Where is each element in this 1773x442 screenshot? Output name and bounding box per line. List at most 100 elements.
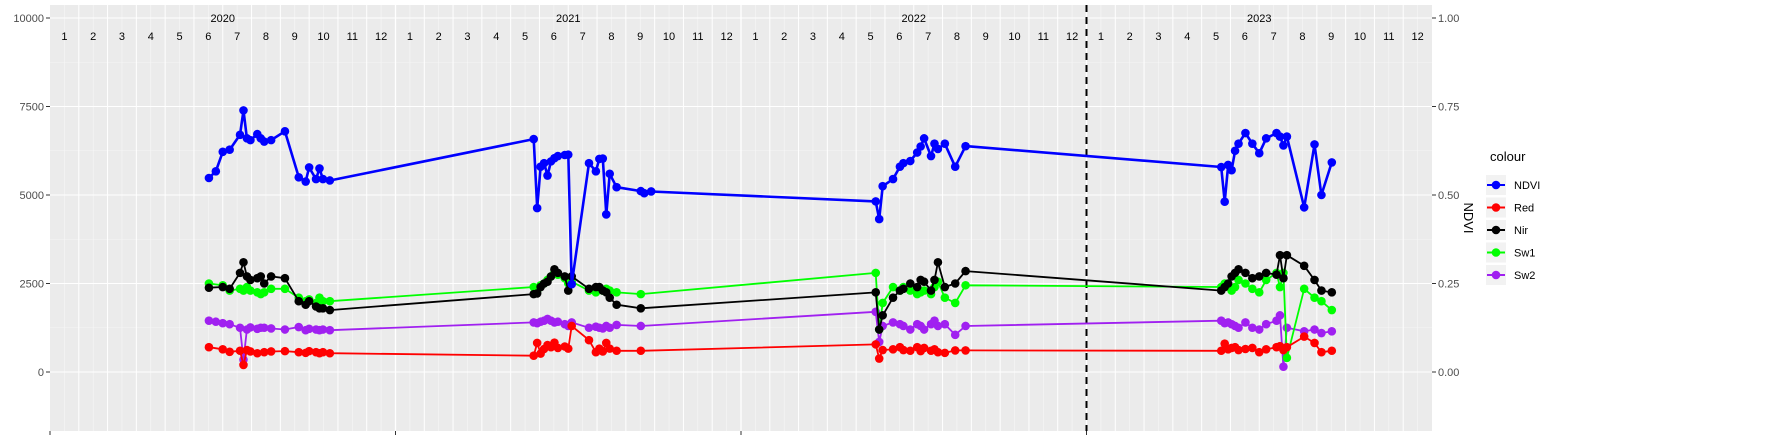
point-ndvi bbox=[529, 134, 538, 144]
point-sw2 bbox=[1310, 325, 1319, 334]
point-ndvi bbox=[926, 151, 936, 161]
point-ndvi bbox=[1279, 141, 1288, 150]
point-ndvi bbox=[553, 151, 563, 161]
point-ndvi bbox=[532, 203, 542, 213]
point-sw1 bbox=[1261, 275, 1271, 285]
y-left-tick-label: 2500 bbox=[20, 279, 44, 291]
point-nir bbox=[1299, 261, 1309, 271]
point-ndvi bbox=[905, 156, 915, 166]
point-ndvi bbox=[543, 171, 552, 180]
month-label: 5 bbox=[868, 31, 874, 43]
point-nir bbox=[1317, 286, 1326, 295]
point-nir bbox=[560, 272, 570, 281]
year-label: 2023 bbox=[1247, 13, 1271, 25]
point-nir bbox=[1279, 273, 1288, 283]
point-red bbox=[225, 347, 234, 357]
point-ndvi bbox=[933, 144, 943, 154]
point-ndvi bbox=[315, 164, 324, 173]
point-nir bbox=[930, 275, 939, 285]
point-nir bbox=[1327, 288, 1337, 297]
y-right-tick-label: 0.25 bbox=[1438, 279, 1459, 291]
point-ndvi bbox=[878, 181, 887, 191]
y-right-tick-label: 0.00 bbox=[1438, 367, 1459, 379]
point-ndvi bbox=[591, 166, 601, 176]
point-ndvi bbox=[888, 174, 898, 184]
point-nir bbox=[532, 289, 542, 298]
point-red bbox=[235, 346, 245, 356]
y-left-tick-label: 0 bbox=[38, 367, 44, 379]
series-nir bbox=[204, 250, 1337, 334]
point-red bbox=[919, 343, 929, 353]
month-label: 8 bbox=[608, 31, 614, 43]
point-ndvi bbox=[318, 174, 328, 184]
point-ndvi bbox=[239, 106, 248, 115]
month-label: 7 bbox=[925, 31, 931, 43]
point-sw1 bbox=[950, 298, 960, 308]
point-nir bbox=[961, 266, 970, 276]
point-nir bbox=[612, 300, 621, 310]
month-label: 12 bbox=[375, 31, 387, 43]
point-ndvi bbox=[1310, 140, 1319, 149]
point-nir bbox=[204, 283, 214, 293]
point-sw2 bbox=[1261, 319, 1271, 329]
point-sw2 bbox=[1317, 328, 1326, 338]
point-sw2 bbox=[1275, 311, 1285, 320]
point-ndvi bbox=[294, 173, 304, 182]
month-label: 9 bbox=[1328, 31, 1334, 43]
point-red bbox=[304, 346, 314, 356]
point-ndvi bbox=[598, 154, 608, 163]
month-label: 5 bbox=[177, 31, 183, 43]
point-ndvi bbox=[1248, 139, 1257, 148]
point-nir bbox=[563, 286, 573, 295]
point-red bbox=[1254, 347, 1264, 357]
month-label: 2 bbox=[90, 31, 96, 43]
month-label: 10 bbox=[1008, 31, 1020, 43]
legend-label-sw2: Sw2 bbox=[1514, 270, 1535, 282]
point-sw1 bbox=[1317, 296, 1326, 306]
y-right-tick-label: 0.75 bbox=[1438, 102, 1459, 114]
month-label: 2 bbox=[436, 31, 442, 43]
point-red bbox=[532, 338, 542, 348]
point-sw2 bbox=[1241, 318, 1250, 327]
point-red bbox=[605, 344, 615, 353]
month-label: 4 bbox=[493, 31, 499, 43]
point-sw1 bbox=[1254, 288, 1264, 297]
point-red bbox=[529, 351, 538, 361]
point-red bbox=[899, 345, 908, 355]
point-sw1 bbox=[871, 268, 881, 278]
point-ndvi bbox=[916, 142, 925, 151]
point-sw1 bbox=[1299, 284, 1309, 294]
point-ndvi bbox=[961, 141, 970, 151]
point-red bbox=[612, 346, 621, 356]
point-red bbox=[294, 347, 304, 357]
point-sw2 bbox=[950, 330, 960, 340]
point-ndvi bbox=[605, 169, 615, 179]
point-ndvi bbox=[266, 135, 276, 145]
point-sw2 bbox=[235, 323, 245, 333]
month-label: 10 bbox=[1354, 31, 1366, 43]
point-nir bbox=[1275, 250, 1285, 260]
point-nir bbox=[919, 277, 929, 287]
point-sw2 bbox=[940, 319, 950, 329]
point-ndvi bbox=[1216, 162, 1226, 172]
point-ndvi bbox=[225, 145, 234, 154]
point-ndvi bbox=[950, 162, 960, 171]
point-ndvi bbox=[539, 158, 549, 168]
month-label: 11 bbox=[1038, 31, 1049, 43]
point-sw2 bbox=[919, 325, 929, 334]
point-sw1 bbox=[1327, 305, 1337, 315]
point-ndvi bbox=[1275, 132, 1285, 141]
point-ndvi bbox=[1220, 197, 1229, 207]
point-nir bbox=[1282, 250, 1292, 260]
month-label: 6 bbox=[205, 31, 211, 43]
point-nir bbox=[546, 272, 556, 281]
month-label: 3 bbox=[1155, 31, 1161, 43]
point-sw1 bbox=[1248, 284, 1257, 294]
point-sw2 bbox=[553, 317, 563, 327]
point-sw2 bbox=[204, 316, 214, 325]
point-red bbox=[259, 347, 269, 357]
month-label: 6 bbox=[1242, 31, 1248, 43]
point-sw1 bbox=[1275, 282, 1285, 292]
legend-label-red: Red bbox=[1514, 203, 1534, 215]
